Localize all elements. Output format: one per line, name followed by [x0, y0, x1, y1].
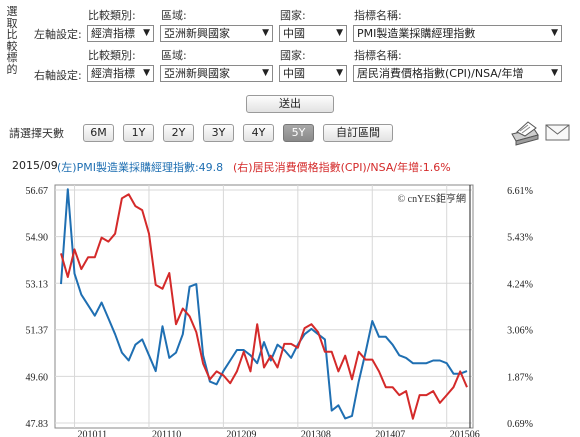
left-country-value: 中國 — [283, 27, 305, 40]
cpi-series-line — [60, 193, 468, 420]
x-tick-label: 201110 — [152, 429, 181, 437]
category-field-label: 比較類別: — [88, 9, 136, 22]
country-field-label: 國家: — [280, 9, 306, 22]
country-field-label: 國家: — [280, 49, 306, 62]
x-tick-label: 201506 — [450, 429, 480, 437]
range-custom-button[interactable]: 自訂區間 — [323, 124, 393, 142]
category-field-label: 比較類別: — [88, 49, 136, 62]
left-region-value: 亞洲新興國家 — [164, 27, 230, 40]
y-left-tick-label: 53.13 — [26, 279, 49, 290]
y-right-tick-label: 5.43% — [507, 232, 533, 243]
y-right-tick-label: 4.24% — [507, 279, 533, 290]
left-category-select[interactable]: 經濟指標 ▼ — [87, 25, 154, 42]
left-category-value: 經濟指標 — [91, 27, 135, 40]
chevron-down-icon: ▼ — [262, 28, 269, 38]
chevron-down-icon: ▼ — [336, 68, 343, 78]
y-left-tick-label: 47.83 — [26, 419, 49, 430]
range-2y-button[interactable]: 2Y — [163, 124, 194, 142]
x-tick-label: 201209 — [226, 429, 256, 437]
x-tick-label: 201011 — [78, 429, 108, 437]
chevron-down-icon: ▼ — [262, 68, 269, 78]
chevron-down-icon: ▼ — [143, 28, 150, 38]
right-region-value: 亞洲新興國家 — [164, 67, 230, 80]
right-indicator-value: 居民消費價格指數(CPI)/NSA/年增 — [357, 67, 524, 80]
left-indicator-select[interactable]: PMI製造業採購經理指數 ▼ — [353, 25, 562, 42]
printer-icon[interactable] — [508, 120, 540, 146]
chevron-down-icon: ▼ — [336, 28, 343, 38]
email-icon[interactable] — [545, 124, 571, 142]
left-indicator-value: PMI製造業採購經理指數 — [357, 27, 476, 40]
right-category-select[interactable]: 經濟指標 ▼ — [87, 65, 154, 82]
y-left-tick-label: 56.67 — [26, 186, 49, 197]
submit-button[interactable]: 送出 — [246, 95, 334, 113]
compare-target-label: 選取比較標的 — [6, 5, 18, 76]
range-label: 請選擇天數 — [9, 127, 64, 140]
chevron-down-icon: ▼ — [551, 68, 558, 78]
y-left-tick-label: 51.37 — [26, 326, 49, 337]
y-left-tick-label: 54.90 — [26, 233, 49, 244]
left-series-header: (左)PMI製造業採購經理指數:49.8 — [57, 161, 224, 174]
right-category-value: 經濟指標 — [91, 67, 135, 80]
right-series-header: (右)居民消費價格指數(CPI)/NSA/年增:1.6% — [233, 161, 451, 174]
right-indicator-select[interactable]: 居民消費價格指數(CPI)/NSA/年增 ▼ — [353, 65, 562, 82]
left-axis-label: 左軸設定: — [34, 28, 82, 41]
chevron-down-icon: ▼ — [551, 28, 558, 38]
watermark: © cnYES鉅亨網 — [398, 192, 466, 205]
region-field-label: 區域: — [161, 9, 187, 22]
indicator-field-label: 指標名稱: — [354, 9, 402, 22]
left-country-select[interactable]: 中國 ▼ — [279, 25, 347, 42]
right-region-select[interactable]: 亞洲新興國家 ▼ — [160, 65, 273, 82]
y-left-tick-label: 49.60 — [26, 372, 49, 383]
plot-area — [54, 184, 474, 429]
y-right-tick-label: 3.06% — [507, 326, 533, 337]
range-5y-button[interactable]: 5Y — [283, 124, 314, 142]
chevron-down-icon: ▼ — [143, 68, 150, 78]
x-tick-label: 201407 — [375, 429, 405, 437]
y-right-tick-label: 0.69% — [507, 419, 533, 430]
range-4y-button[interactable]: 4Y — [243, 124, 274, 142]
right-axis-label: 右軸設定: — [34, 69, 82, 82]
x-tick-label: 201308 — [301, 429, 331, 437]
left-region-select[interactable]: 亞洲新興國家 ▼ — [160, 25, 273, 42]
range-6m-button[interactable]: 6M — [83, 124, 114, 142]
chart-date: 2015/09 — [12, 159, 58, 172]
indicator-field-label: 指標名稱: — [354, 49, 402, 62]
y-right-tick-label: 6.61% — [507, 186, 533, 197]
right-country-select[interactable]: 中國 ▼ — [279, 65, 347, 82]
range-3y-button[interactable]: 3Y — [203, 124, 234, 142]
pmi-series-line — [60, 188, 468, 420]
y-right-tick-label: 1.87% — [507, 373, 533, 384]
range-1y-button[interactable]: 1Y — [123, 124, 154, 142]
comparison-form: 選取比較標的 左軸設定: 右軸設定: 比較類別: 區域: 國家: 指標名稱: 經… — [0, 0, 580, 150]
right-country-value: 中國 — [283, 67, 305, 80]
region-field-label: 區域: — [161, 49, 187, 62]
